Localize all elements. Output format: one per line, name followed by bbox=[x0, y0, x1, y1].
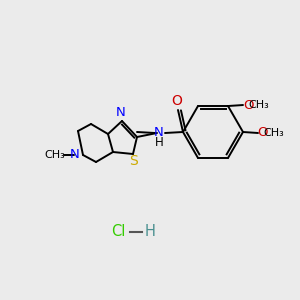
Text: N: N bbox=[154, 125, 164, 139]
Text: CH₃: CH₃ bbox=[45, 150, 65, 160]
Text: O: O bbox=[172, 94, 182, 108]
Text: H: H bbox=[154, 136, 164, 148]
Text: CH₃: CH₃ bbox=[249, 100, 269, 110]
Text: O: O bbox=[258, 127, 268, 140]
Text: S: S bbox=[130, 154, 138, 168]
Text: Cl: Cl bbox=[111, 224, 125, 239]
Text: N: N bbox=[70, 148, 80, 161]
Text: N: N bbox=[116, 106, 126, 119]
Text: O: O bbox=[243, 98, 253, 112]
Text: CH₃: CH₃ bbox=[264, 128, 284, 138]
Text: H: H bbox=[145, 224, 155, 239]
